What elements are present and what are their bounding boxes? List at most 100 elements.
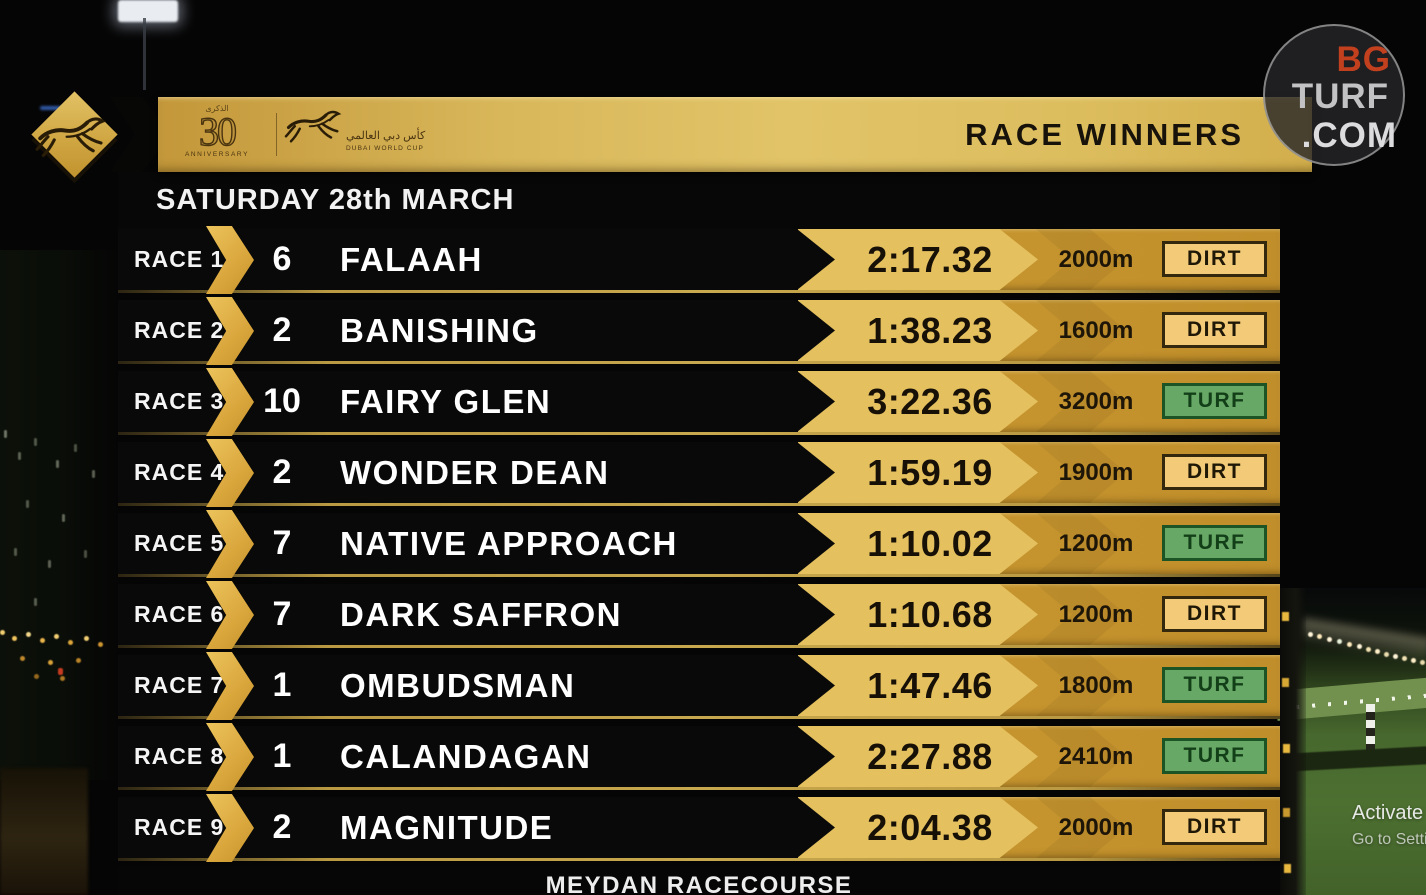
horse-name: FAIRY GLEN <box>340 382 552 420</box>
date-text: SATURDAY 28th MARCH <box>156 184 515 216</box>
horse-number: 2 <box>272 311 292 349</box>
winning-time: 1:59.19 <box>867 451 993 493</box>
surface-badge: DIRT <box>1162 809 1267 845</box>
result-block: 2:04.38 2000m DIRT <box>797 797 1280 858</box>
result-block: 1:10.68 1200m DIRT <box>797 584 1280 645</box>
horse-number: 10 <box>263 382 301 420</box>
horse-name: OMBUDSMAN <box>340 666 576 704</box>
race-label: RACE 2 <box>134 317 225 343</box>
light-pole <box>1280 588 1306 895</box>
race-label: RACE 6 <box>134 601 225 627</box>
track-rail-posts <box>1280 693 1426 711</box>
horse-number: 7 <box>272 524 292 562</box>
race-row: RACE 2 2 BANISHING 1:38.23 1600m DIRT <box>118 297 1280 365</box>
race-distance: 3200m <box>1058 387 1134 415</box>
time-pennant <box>798 513 1038 574</box>
anniversary-30-logo: الذكرى 30 ANNIVERSARY <box>172 105 262 165</box>
race-label: RACE 3 <box>134 388 225 414</box>
race-row: RACE 7 1 OMBUDSMAN 1:47.46 1800m TURF <box>118 652 1280 720</box>
floodlight-icon <box>118 0 178 22</box>
race-distance: 1200m <box>1058 600 1134 628</box>
surface-badge: TURF <box>1162 667 1267 703</box>
horse-name: MAGNITUDE <box>340 808 554 846</box>
background-grandstand <box>0 250 118 780</box>
horse-name: CALANDAGAN <box>340 737 592 775</box>
horse-number: 1 <box>272 737 292 775</box>
race-label: RACE 1 <box>134 246 225 272</box>
result-block: 1:38.23 1600m DIRT <box>797 300 1280 361</box>
horse-name: BANISHING <box>340 311 539 349</box>
bgturf-watermark: BG TURF .COM <box>1263 24 1405 166</box>
time-pennant <box>798 655 1038 716</box>
horse-name: DARK SAFFRON <box>340 595 622 633</box>
winning-time: 1:10.68 <box>867 593 993 635</box>
surface-badge: DIRT <box>1162 312 1267 348</box>
header-bar: الذكرى 30 ANNIVERSARY كأس دبي العالمي DU… <box>158 97 1312 172</box>
race-row: RACE 8 1 CALANDAGAN 2:27.88 2410m TURF <box>118 723 1280 791</box>
result-block: 2:27.88 2410m TURF <box>797 726 1280 787</box>
dubai-world-cup-logo: كأس دبي العالمي DUBAI WORLD CUP <box>284 105 430 165</box>
race-label: RACE 7 <box>134 672 225 698</box>
racecourse-name: MEYDAN RACECOURSE <box>545 872 853 895</box>
background-structure <box>0 768 88 895</box>
page-title: RACE WINNERS <box>965 116 1244 152</box>
horse-number: 7 <box>272 595 292 633</box>
winning-time: 2:17.32 <box>867 238 993 280</box>
watermark-turf-text: TURF <box>1291 77 1389 116</box>
background-paddock-lights <box>0 630 5 635</box>
race-row: RACE 3 10 FAIRY GLEN 3:22.36 3200m TURF <box>118 368 1280 436</box>
result-block: 1:59.19 1900m DIRT <box>797 442 1280 503</box>
horse-number: 6 <box>272 240 292 278</box>
dwc-label: DUBAI WORLD CUP <box>346 145 424 152</box>
result-block: 1:47.46 1800m TURF <box>797 655 1280 716</box>
activation-line2: Go to Settin <box>1352 831 1426 848</box>
surface-badge: TURF <box>1162 383 1267 419</box>
horse-name: WONDER DEAN <box>340 453 610 491</box>
horse-name: FALAAH <box>340 240 483 278</box>
surface-badge: DIRT <box>1162 454 1267 490</box>
race-row: RACE 4 2 WONDER DEAN 1:59.19 1900m DIRT <box>118 439 1280 507</box>
surface-badge: DIRT <box>1162 596 1267 632</box>
diamond-horse-logo <box>31 91 118 178</box>
race-row: RACE 5 7 NATIVE APPROACH 1:10.02 1200m T… <box>118 510 1280 578</box>
race-label: RACE 8 <box>134 743 225 769</box>
furlong-marker-pole <box>1366 704 1375 752</box>
race-row: RACE 6 7 DARK SAFFRON 1:10.68 1200m DIRT <box>118 581 1280 649</box>
floodlight-mast <box>143 18 146 90</box>
diamond-horse-icon <box>35 110 114 160</box>
winning-time: 1:47.46 <box>867 664 993 706</box>
time-pennant <box>798 726 1038 787</box>
race-label: RACE 5 <box>134 530 225 556</box>
race-distance: 2000m <box>1058 813 1134 841</box>
race-distance: 1800m <box>1058 671 1134 699</box>
race-distance: 2000m <box>1058 245 1134 273</box>
race-row: RACE 9 2 MAGNITUDE 2:04.38 2000m DIRT <box>118 794 1280 862</box>
background-light-specks <box>4 430 7 438</box>
footer-bar: MEYDAN RACECOURSE <box>118 866 1280 895</box>
activation-line1: Activate <box>1352 802 1424 824</box>
winning-time: 1:10.02 <box>867 522 993 564</box>
winning-time: 2:04.38 <box>867 806 993 848</box>
time-pennant <box>798 229 1038 290</box>
race-distance: 1600m <box>1058 316 1134 344</box>
horse-number: 2 <box>272 808 292 846</box>
race-distance: 2410m <box>1058 742 1134 770</box>
race-results-table: RACE 1 6 FALAAH 2:17.32 2000m DIRT RACE … <box>118 226 1280 868</box>
anniversary-arabic-text: الذكرى <box>205 104 229 113</box>
race-distance: 1900m <box>1058 458 1134 486</box>
galloping-horse-icon <box>284 110 342 143</box>
horse-name: NATIVE APPROACH <box>340 524 678 562</box>
date-banner: SATURDAY 28th MARCH <box>118 172 1280 229</box>
anniversary-number: 30 <box>198 109 237 154</box>
track-hedge <box>1275 745 1426 773</box>
windows-activation-overlay: Activate Go to Settin <box>1352 802 1426 849</box>
pole-lights-icon <box>1282 612 1289 621</box>
horse-number: 1 <box>272 666 292 704</box>
watermark-com-text: .COM <box>1301 116 1397 155</box>
winning-time: 2:27.88 <box>867 735 993 777</box>
anniversary-label: ANNIVERSARY <box>184 151 250 158</box>
racetrack <box>1274 677 1426 721</box>
time-pennant <box>798 300 1038 361</box>
race-row: RACE 1 6 FALAAH 2:17.32 2000m DIRT <box>118 226 1280 294</box>
background-red-light <box>58 668 63 675</box>
